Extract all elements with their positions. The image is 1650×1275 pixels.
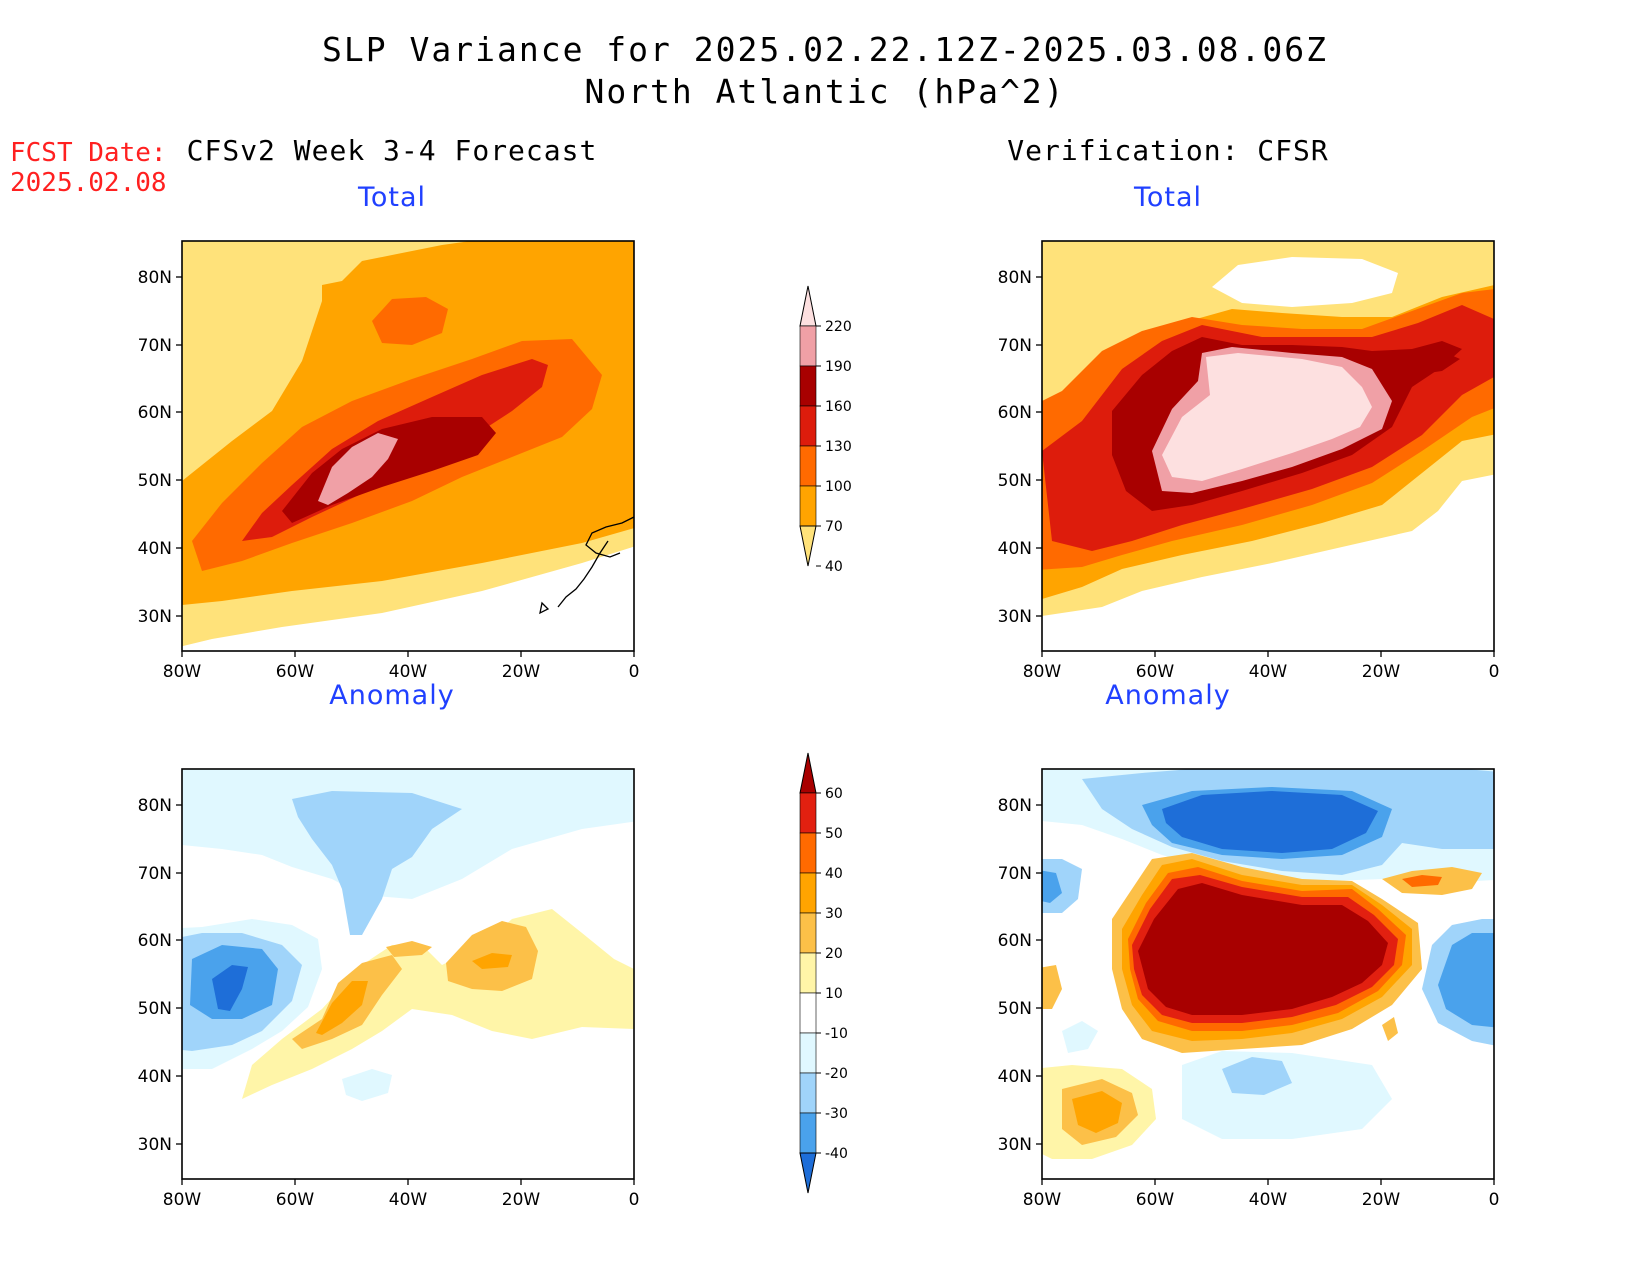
verification-anomaly-map — [1042, 769, 1494, 1179]
anomaly-colorbar-label: 30 — [825, 906, 843, 922]
verification-anomaly-lon-label: 40W — [1249, 1190, 1288, 1210]
total-colorbar-segment — [799, 365, 817, 407]
forecast-anomaly-lat-label: 50N — [138, 999, 172, 1019]
forecast-column-title: CFSv2 Week 3-4 Forecast — [186, 134, 598, 167]
forecast-anomaly-lon-label: 80W — [163, 1190, 202, 1210]
forecast-anomaly-subtitle: Anomaly — [329, 680, 455, 711]
forecast-anomaly-lon-label: 20W — [502, 1190, 541, 1210]
total-colorbar-segment — [799, 405, 817, 447]
forecast-total-lat-label: 40N — [138, 539, 172, 559]
anomaly-colorbar-segment — [799, 792, 817, 834]
axes-layer: 80N 70N 60N 50N 40N 30N 80W 60W 40W 20W 0 80N 70N 60N… — [138, 240, 1500, 1210]
verification-total-subtitle: Total — [1133, 182, 1203, 213]
forecast-total-lon-label: 0 — [629, 662, 640, 682]
forecast-total-lon-label: 80W — [163, 662, 202, 682]
anomaly-colorbar-segment — [799, 912, 817, 954]
main-subtitle: North Atlantic (hPa^2) — [584, 72, 1066, 111]
total-colorbar-label: 40 — [825, 559, 843, 575]
total-colorbar-label: 220 — [825, 319, 852, 335]
anomaly-colorbar-segment — [799, 872, 817, 914]
anomaly-colorbar-label: 50 — [825, 826, 843, 842]
fcst-date-value: 2025.02.08 — [10, 168, 167, 198]
anomaly-colorbar-segment — [799, 832, 817, 874]
verification-column-title: Verification: CFSR — [1007, 134, 1329, 167]
total-colorbar-segment — [799, 445, 817, 487]
forecast-anomaly-lon-label: 40W — [389, 1190, 428, 1210]
verification-anomaly-lat-label: 70N — [998, 864, 1032, 884]
forecast-anomaly-lon-label: 60W — [276, 1190, 315, 1210]
anomaly-colorbar-segment — [799, 952, 817, 994]
forecast-total-lat-label: 50N — [138, 471, 172, 491]
anomaly-colorbar-segment — [799, 1072, 817, 1114]
total-colorbar-top-cap — [799, 285, 817, 327]
verification-total-lon-label: 0 — [1489, 662, 1500, 682]
verification-total-map — [1042, 241, 1494, 651]
anomaly-colorbar-segment — [799, 992, 817, 1034]
total-colorbar-label: 160 — [825, 399, 852, 415]
anomaly-colorbar-segment — [799, 1032, 817, 1074]
forecast-total-subtitle: Total — [357, 182, 427, 213]
verification-anomaly-lat-label: 30N — [998, 1135, 1032, 1155]
verification-anomaly-lat-label: 50N — [998, 999, 1032, 1019]
anomaly-colorbar-label: -40 — [825, 1146, 848, 1162]
verification-total-lon-label: 80W — [1023, 662, 1062, 682]
main-title: SLP Variance for 2025.02.22.12Z-2025.03.… — [322, 30, 1328, 69]
total-colorbar-label: 100 — [825, 479, 852, 495]
verification-total-lon-label: 40W — [1249, 662, 1288, 682]
anomaly-colorbar-label: -20 — [825, 1066, 848, 1082]
colorbar-layer: 220 190 160 130 100 70 40 60 50 40 30 20 10 -10 -20 -30… — [799, 285, 852, 1194]
verification-anomaly-lon-label: 20W — [1362, 1190, 1401, 1210]
forecast-total-lat-label: 80N — [138, 268, 172, 288]
verification-anomaly-lat-label: 40N — [998, 1067, 1032, 1087]
forecast-total-lon-label: 20W — [502, 662, 541, 682]
anomaly-colorbar-label: 10 — [825, 986, 843, 1002]
forecast-anomaly-map — [182, 769, 634, 1179]
forecast-total-lon-label: 60W — [276, 662, 315, 682]
verification-total-lat-label: 60N — [998, 403, 1032, 423]
verification-anomaly-subtitle: Anomaly — [1105, 680, 1231, 711]
forecast-total-lat-label: 30N — [138, 607, 172, 627]
verification-total-lat-label: 70N — [998, 336, 1032, 356]
anomaly-colorbar-bottom-cap — [799, 1152, 817, 1194]
total-colorbar-segment — [799, 325, 817, 367]
forecast-anomaly-lon-label: 0 — [629, 1190, 640, 1210]
verification-anomaly-lat-label: 80N — [998, 796, 1032, 816]
forecast-total-map — [182, 241, 635, 651]
verification-anomaly-lon-label: 80W — [1023, 1190, 1062, 1210]
verification-total-lat-label: 50N — [998, 471, 1032, 491]
anomaly-colorbar-label: 20 — [825, 946, 843, 962]
anomaly-colorbar-label: -30 — [825, 1106, 848, 1122]
forecast-anomaly-lat-label: 40N — [138, 1067, 172, 1087]
verification-total-lat-label: 80N — [998, 268, 1032, 288]
total-colorbar-bottom-cap — [799, 525, 817, 567]
total-colorbar-segment — [799, 485, 817, 527]
verification-total-lat-label: 30N — [998, 607, 1032, 627]
fcst-date-label: FCST Date: — [10, 138, 167, 168]
anomaly-colorbar-label: 40 — [825, 866, 843, 882]
anomaly-colorbar-segment — [799, 1112, 817, 1154]
total-colorbar-label: 190 — [825, 359, 852, 375]
verification-anomaly-lon-label: 0 — [1489, 1190, 1500, 1210]
verification-anomaly-lat-label: 60N — [998, 931, 1032, 951]
verification-total-lat-label: 40N — [998, 539, 1032, 559]
forecast-total-lon-label: 40W — [389, 662, 428, 682]
anomaly-colorbar-label: -10 — [825, 1026, 848, 1042]
anomaly-colorbar-top-cap — [799, 752, 817, 794]
anomaly-colorbar-label: 60 — [825, 786, 843, 802]
verification-total-lon-label: 60W — [1136, 662, 1175, 682]
forecast-anomaly-lat-label: 60N — [138, 931, 172, 951]
total-colorbar-label: 70 — [825, 519, 843, 535]
forecast-total-lat-label: 60N — [138, 403, 172, 423]
forecast-anomaly-lat-label: 30N — [138, 1135, 172, 1155]
verification-anomaly-lon-label: 60W — [1136, 1190, 1175, 1210]
forecast-anomaly-lat-label: 70N — [138, 864, 172, 884]
fcst-date: FCST Date: 2025.02.08 — [10, 138, 167, 198]
forecast-total-lat-label: 70N — [138, 336, 172, 356]
total-colorbar-label: 130 — [825, 439, 852, 455]
verification-total-lon-label: 20W — [1362, 662, 1401, 682]
forecast-anomaly-lat-label: 80N — [138, 796, 172, 816]
